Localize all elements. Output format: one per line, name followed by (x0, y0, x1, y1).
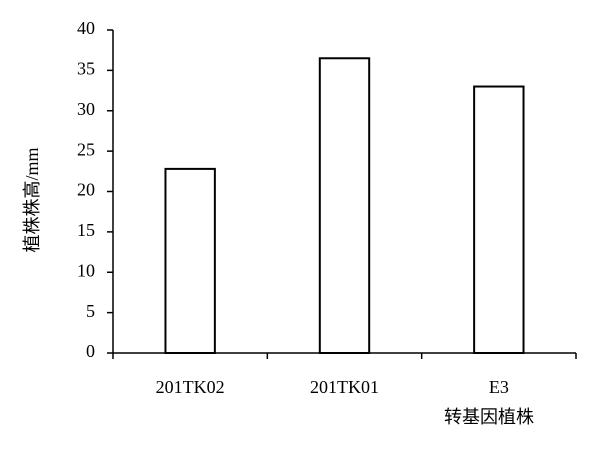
y-axis-label: 植株株高/mm (22, 147, 42, 252)
bar (318, 57, 371, 354)
y-tick-label: 15 (77, 220, 95, 240)
y-tick-label: 40 (77, 18, 95, 38)
x-tick-label: 201TK01 (310, 377, 379, 397)
bar (473, 85, 525, 355)
bar (164, 167, 216, 354)
x-tick-label: 201TK02 (156, 377, 225, 397)
y-tick-label: 25 (77, 139, 95, 159)
y-tick-label: 0 (86, 341, 95, 361)
y-tick-label: 10 (77, 260, 95, 280)
y-tick-label: 30 (77, 99, 95, 119)
x-tick-label: E3 (489, 377, 509, 397)
y-tick-label: 5 (86, 301, 95, 321)
y-tick-label: 20 (77, 180, 95, 200)
x-axis-label: 转基因植株 (444, 407, 534, 427)
y-tick-label: 35 (77, 59, 95, 79)
